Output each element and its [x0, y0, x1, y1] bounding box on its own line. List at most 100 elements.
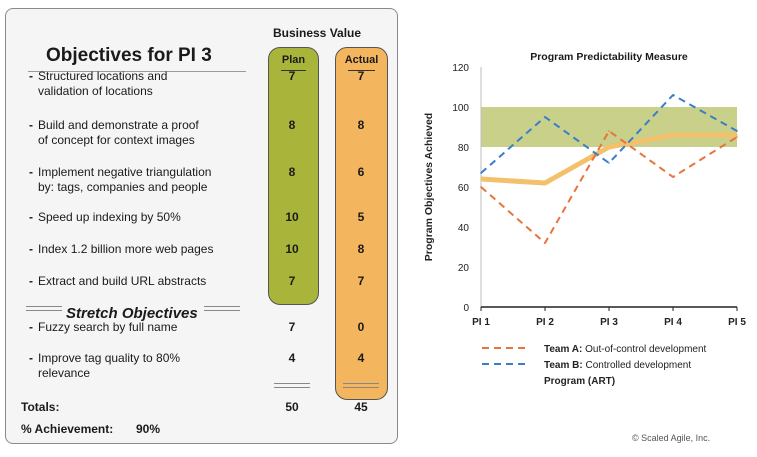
- x-tick-label: PI 1: [472, 317, 490, 328]
- plan-value: 10: [285, 242, 299, 256]
- bullet: -: [29, 165, 33, 179]
- actual-value: 8: [357, 242, 365, 256]
- series-point-1: [736, 130, 738, 132]
- series-point-2: [608, 146, 610, 148]
- objective-text: validation of locations: [38, 84, 153, 98]
- y-tick-label: 0: [463, 303, 469, 314]
- objective-item: Structured locations and validation of l…: [38, 69, 253, 99]
- stretch-rule-right: [204, 306, 240, 311]
- plan-value: 8: [288, 165, 296, 179]
- series-point-2: [480, 178, 482, 180]
- series-point-1: [480, 172, 482, 174]
- series-point-2: [544, 182, 546, 184]
- objective-item: Build and demonstrate a proof of concept…: [38, 118, 253, 148]
- totals-plan: 50: [285, 400, 299, 414]
- series-point-0: [608, 130, 610, 132]
- bullet: -: [29, 242, 33, 256]
- plan-value: 10: [285, 210, 299, 224]
- objective-text: relevance: [38, 366, 91, 380]
- legend-label-rest: Controlled development: [583, 360, 692, 371]
- series-point-1: [672, 94, 674, 96]
- totals-label: Totals:: [21, 400, 60, 414]
- legend-label-bold: Program (ART): [544, 376, 615, 387]
- plan-column: Plan: [268, 47, 319, 305]
- chart-title: Program Predictability Measure: [530, 51, 688, 63]
- legend-label-bold: Team A:: [544, 344, 582, 355]
- series-point-0: [736, 136, 738, 138]
- bullet: -: [29, 351, 33, 365]
- copyright-text: © Scaled Agile, Inc.: [632, 433, 711, 443]
- stretch-rule-left: [26, 306, 62, 311]
- objective-text: of concept for context images: [38, 133, 195, 147]
- actual-value: 0: [357, 320, 365, 334]
- legend-label-1: Team B: Controlled development: [544, 360, 691, 371]
- plan-header: Plan: [281, 54, 306, 66]
- actual-value: 8: [357, 118, 365, 132]
- series-line-1: [480, 94, 738, 174]
- actual-value: 6: [357, 165, 365, 179]
- bullet: -: [29, 118, 33, 132]
- objective-text: Extract and build URL abstracts: [38, 274, 207, 288]
- stretch-objective-item: Fuzzy search by full name: [38, 320, 253, 335]
- actual-header-rule: [348, 70, 375, 71]
- stretch-objectives-heading: Stretch Objectives: [66, 305, 198, 322]
- y-tick-label: 80: [458, 143, 470, 154]
- achievement-label: % Achievement:: [21, 422, 114, 436]
- actual-header: Actual: [344, 54, 379, 66]
- y-tick-label: 60: [458, 183, 470, 194]
- objective-text: Index 1.2 billion more web pages: [38, 242, 214, 256]
- x-tick-label: PI 5: [728, 317, 746, 328]
- bullet: -: [29, 210, 33, 224]
- plan-value: 7: [288, 274, 296, 288]
- legend-label-0: Team A: Out-of-control development: [544, 344, 707, 355]
- objective-text: Fuzzy search by full name: [38, 320, 178, 334]
- series-point-1: [608, 162, 610, 164]
- objectives-title: Objectives for PI 3: [46, 45, 212, 66]
- x-tick-label: PI 3: [600, 317, 618, 328]
- y-tick-label: 100: [452, 103, 469, 114]
- series-point-2: [672, 134, 674, 136]
- actual-sum-rule: [343, 383, 379, 388]
- objective-item: Index 1.2 billion more web pages: [38, 242, 253, 257]
- plan-value: 4: [288, 351, 296, 365]
- series-point-0: [544, 242, 546, 244]
- legend-label-bold: Team B:: [544, 360, 583, 371]
- predictability-chart: Program Predictability Measure 0 20 40 60 80 1…: [423, 51, 746, 387]
- legend-label-2: Program (ART): [544, 376, 615, 387]
- objectives-panel: Business Value Objectives for PI 3 Plan …: [5, 8, 398, 444]
- bullet: -: [29, 69, 33, 83]
- objective-item: Speed up indexing by 50%: [38, 210, 253, 225]
- stretch-objective-item: Improve tag quality to 80% relevance: [38, 351, 253, 381]
- y-tick-label: 40: [458, 223, 470, 234]
- title-divider: [28, 71, 246, 72]
- totals-actual: 45: [354, 400, 368, 414]
- plan-header-rule: [281, 70, 306, 71]
- objective-text: Implement negative triangulation: [38, 165, 212, 179]
- plan-value: 7: [288, 320, 296, 334]
- objective-text: Structured locations and: [38, 69, 168, 83]
- actual-value: 5: [357, 210, 365, 224]
- legend-label-rest: Out-of-control development: [582, 344, 706, 355]
- y-tick-label: 20: [458, 263, 470, 274]
- predictability-band: [481, 107, 737, 147]
- business-value-header: Business Value: [273, 26, 362, 40]
- series-point-0: [672, 176, 674, 178]
- series-point-2: [736, 134, 738, 136]
- plan-sum-rule: [274, 383, 310, 388]
- objective-text: Build and demonstrate a proof: [38, 118, 199, 132]
- objective-text: Improve tag quality to 80%: [38, 351, 181, 365]
- y-axis-label: Program Objectives Achieved: [423, 113, 435, 261]
- plan-value: 8: [288, 118, 296, 132]
- bullet: -: [29, 274, 33, 288]
- series-line-0: [480, 130, 738, 244]
- actual-value: 4: [357, 351, 365, 365]
- objective-item: Implement negative triangulation by: tag…: [38, 165, 253, 195]
- objective-text: Speed up indexing by 50%: [38, 210, 181, 224]
- actual-value: 7: [357, 274, 365, 288]
- x-tick-label: PI 2: [536, 317, 554, 328]
- actual-value: 7: [357, 69, 365, 83]
- bullet: -: [29, 320, 33, 334]
- x-tick-label: PI 4: [664, 317, 682, 328]
- actual-column: Actual: [335, 47, 388, 400]
- achievement-value: 90%: [136, 422, 161, 436]
